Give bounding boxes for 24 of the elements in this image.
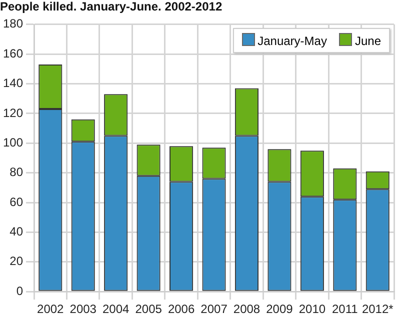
y-tick-label: 80: [10, 165, 24, 180]
y-tick-label: 20: [10, 254, 24, 268]
x-tick-label: 2011: [332, 302, 358, 316]
x-tick-label: 2009: [266, 302, 294, 316]
x-tick-label: 2010: [298, 302, 326, 316]
legend-label: January-May: [256, 33, 327, 48]
y-tick-label: 0: [16, 284, 24, 298]
chart-title: People killed. January-June. 2002-2012: [0, 0, 222, 14]
y-tick-label: 100: [2, 135, 24, 150]
y-tick-label: 180: [2, 16, 24, 31]
y-tick-label: 160: [2, 46, 24, 60]
y-tick-label: 140: [2, 76, 24, 90]
x-tick-label: 2008: [233, 302, 260, 316]
x-tick-label: 2012*: [362, 302, 394, 316]
x-tick-label: 2002: [37, 302, 64, 316]
y-tick-label: 40: [10, 224, 24, 239]
x-tick-label: 2006: [168, 302, 195, 316]
y-tick-label: 60: [10, 194, 24, 209]
x-tick-label: 2003: [70, 302, 97, 316]
x-tick-label: 2007: [200, 302, 228, 316]
x-tick-label: 2004: [102, 302, 130, 316]
x-tick-label: 2005: [135, 302, 162, 316]
y-tick-label: 120: [2, 106, 24, 120]
legend-label: June: [354, 33, 381, 48]
